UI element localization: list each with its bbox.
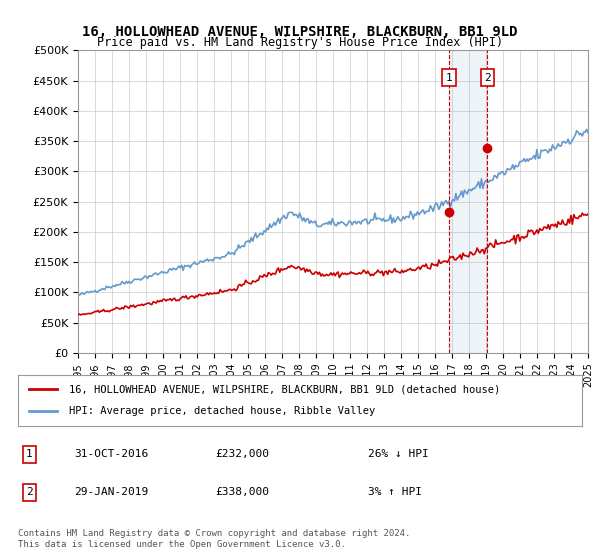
Text: 16, HOLLOWHEAD AVENUE, WILPSHIRE, BLACKBURN, BB1 9LD: 16, HOLLOWHEAD AVENUE, WILPSHIRE, BLACKB…: [82, 25, 518, 39]
Text: 2: 2: [26, 487, 32, 497]
Text: 1: 1: [26, 449, 32, 459]
Bar: [449, 50, 487, 353]
Text: Contains HM Land Registry data © Crown copyright and database right 2024.
This d: Contains HM Land Registry data © Crown c…: [18, 529, 410, 549]
Text: 16, HOLLOWHEAD AVENUE, WILPSHIRE, BLACKBURN, BB1 9LD (detached house): 16, HOLLOWHEAD AVENUE, WILPSHIRE, BLACKB…: [69, 384, 500, 394]
Text: 26% ↓ HPI: 26% ↓ HPI: [368, 449, 428, 459]
Text: 1: 1: [446, 73, 452, 83]
Text: £338,000: £338,000: [215, 487, 269, 497]
Text: 29-JAN-2019: 29-JAN-2019: [74, 487, 149, 497]
Text: £232,000: £232,000: [215, 449, 269, 459]
Text: 3% ↑ HPI: 3% ↑ HPI: [368, 487, 422, 497]
Text: 31-OCT-2016: 31-OCT-2016: [74, 449, 149, 459]
Text: HPI: Average price, detached house, Ribble Valley: HPI: Average price, detached house, Ribb…: [69, 407, 375, 417]
Text: 2: 2: [484, 73, 491, 83]
Text: Price paid vs. HM Land Registry's House Price Index (HPI): Price paid vs. HM Land Registry's House …: [97, 36, 503, 49]
